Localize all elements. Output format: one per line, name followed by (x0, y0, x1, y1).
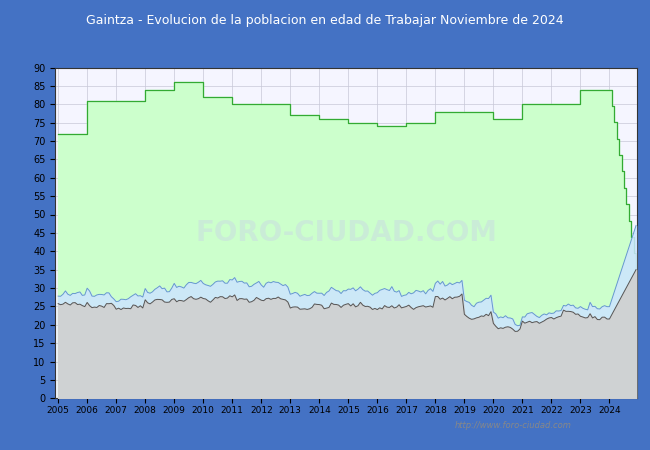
Text: Gaintza - Evolucion de la poblacion en edad de Trabajar Noviembre de 2024: Gaintza - Evolucion de la poblacion en e… (86, 14, 564, 27)
Text: FORO-CIUDAD.COM: FORO-CIUDAD.COM (195, 219, 497, 247)
Text: http://www.foro-ciudad.com: http://www.foro-ciudad.com (455, 421, 572, 430)
